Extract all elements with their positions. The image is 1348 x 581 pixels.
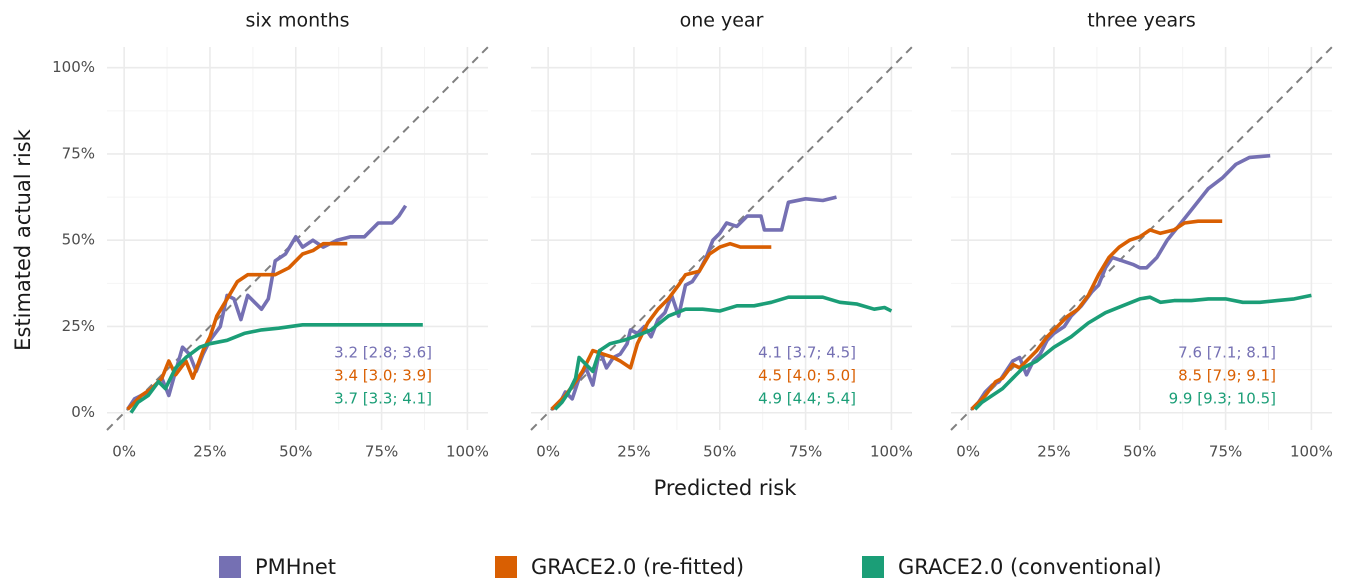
x-axis-label: Predicted risk: [654, 476, 798, 500]
panel-title: one year: [680, 10, 764, 32]
x-tick-label: 100%: [870, 443, 913, 461]
x-tick-label: 50%: [703, 443, 736, 461]
legend-swatch: [219, 556, 241, 578]
annotation: 7.6 [7.1; 8.1]: [1178, 344, 1276, 362]
x-tick-label: 100%: [446, 443, 489, 461]
x-tick-label: 0%: [536, 443, 560, 461]
annotation: 4.5 [4.0; 5.0]: [758, 367, 856, 385]
annotation: 9.9 [9.3; 10.5]: [1169, 390, 1276, 408]
legend-swatch: [495, 556, 517, 578]
series-line: [550, 195, 837, 411]
x-tick-label: 75%: [1209, 443, 1242, 461]
series-line: [973, 293, 1312, 411]
legend-label: GRACE2.0 (re-fitted): [531, 555, 744, 579]
y-tick-label: 25%: [62, 317, 95, 335]
x-tick-label: 75%: [789, 443, 822, 461]
x-tick-label: 0%: [956, 443, 980, 461]
series-line: [970, 219, 1223, 411]
y-axis-label: Estimated actual risk: [11, 128, 35, 351]
panel-title: three years: [1087, 10, 1196, 32]
annotation: 3.4 [3.0; 3.9]: [334, 367, 432, 385]
legend-swatch: [862, 556, 884, 578]
y-tick-label: 50%: [62, 231, 95, 249]
annotation: 3.2 [2.8; 3.6]: [334, 344, 432, 362]
annotation: 3.7 [3.3; 4.1]: [334, 390, 432, 408]
x-tick-label: 0%: [112, 443, 136, 461]
annotation: 4.9 [4.4; 5.4]: [758, 390, 856, 408]
panel-title: six months: [245, 10, 349, 32]
legend-label: PMHnet: [255, 555, 336, 579]
x-tick-label: 75%: [365, 443, 398, 461]
annotation: 8.5 [7.9; 9.1]: [1178, 367, 1276, 385]
annotation: 4.1 [3.7; 4.5]: [758, 344, 856, 362]
series-line: [550, 241, 772, 411]
y-tick-label: 0%: [71, 403, 95, 421]
x-tick-label: 25%: [617, 443, 650, 461]
legend-label: GRACE2.0 (conventional): [898, 555, 1162, 579]
x-tick-label: 100%: [1290, 443, 1333, 461]
y-tick-label: 75%: [62, 144, 95, 162]
x-tick-label: 50%: [1123, 443, 1156, 461]
series-line: [553, 295, 893, 411]
series-line: [129, 323, 423, 414]
x-tick-label: 25%: [193, 443, 226, 461]
x-tick-label: 50%: [279, 443, 312, 461]
y-tick-label: 100%: [52, 58, 95, 76]
x-tick-label: 25%: [1037, 443, 1070, 461]
